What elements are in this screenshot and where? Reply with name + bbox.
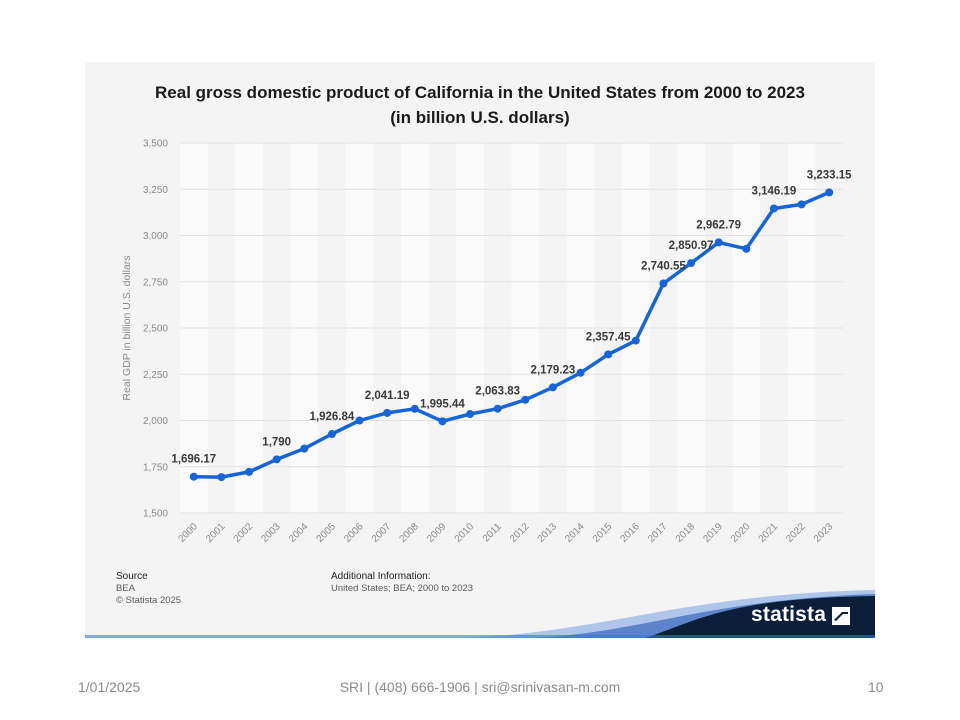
x-tick-label: 2006 — [342, 521, 366, 545]
data-point — [825, 188, 834, 197]
x-tick-label: 2013 — [536, 521, 560, 545]
line-chart: 1,500 1,750 2,000 2,250 2,500 2,750 3,000 3,250… — [121, 139, 852, 545]
y-tick-label: 3,250 — [143, 185, 168, 196]
data-point — [466, 410, 475, 419]
data-point — [521, 395, 530, 404]
y-tick-label: 2,000 — [143, 416, 168, 427]
data-point — [272, 455, 281, 464]
data-label: 1,995.44 — [420, 398, 465, 410]
data-point — [217, 473, 226, 482]
data-point — [742, 244, 751, 253]
x-tick-label: 2010 — [453, 521, 477, 545]
data-label: 2,740.55 — [641, 260, 686, 272]
x-tick-label: 2015 — [591, 521, 615, 545]
x-tick-label: 2022 — [784, 521, 808, 545]
y-tick-label: 2,750 — [143, 277, 168, 288]
data-label: 3,146.19 — [752, 185, 797, 197]
data-point — [189, 472, 198, 481]
data-point — [631, 336, 640, 345]
copyright-text: © Statista 2025 — [116, 595, 182, 606]
x-tick-label: 2004 — [287, 521, 311, 545]
x-tick-label: 2020 — [729, 521, 753, 545]
data-point — [245, 467, 254, 476]
y-tick-label: 2,250 — [143, 370, 168, 381]
footer-date: 1/01/2025 — [78, 679, 141, 695]
data-point — [410, 404, 419, 413]
data-label: 2,041.19 — [365, 390, 410, 402]
data-point — [383, 408, 392, 417]
x-tick-label: 2003 — [259, 521, 283, 545]
additional-info-text: United States; BEA; 2000 to 2023 — [331, 583, 474, 594]
x-tick-label: 2012 — [508, 521, 532, 545]
data-point — [576, 368, 585, 377]
x-tick-label: 2023 — [812, 521, 836, 545]
x-tick-label: 2002 — [232, 521, 256, 545]
statista-logo-icon — [832, 607, 850, 625]
data-label: 2,850.97 — [669, 240, 714, 252]
data-label: 2,179.23 — [531, 364, 576, 376]
x-tick-label: 2021 — [757, 521, 781, 545]
footer-page-number: 10 — [868, 679, 884, 695]
x-tick-label: 2001 — [204, 521, 228, 545]
data-label: 1,790 — [262, 436, 291, 448]
chart-title-line2: (in billion U.S. dollars) — [390, 108, 570, 127]
data-point — [659, 279, 668, 288]
chart-card: Real gross domestic product of Californi… — [85, 62, 875, 638]
x-tick-label: 2005 — [315, 521, 339, 545]
y-axis-label: Real GDP in billion U.S. dollars — [121, 255, 133, 400]
source-heading: Source — [116, 571, 148, 582]
data-point — [355, 416, 364, 425]
data-label: 1,926.84 — [310, 411, 355, 423]
chart-title: Real gross domestic product of Californi… — [85, 80, 875, 130]
data-point — [714, 238, 723, 247]
x-tick-label: 2017 — [646, 521, 670, 545]
source-name[interactable]: BEA — [116, 583, 136, 594]
x-tick-label: 2014 — [563, 521, 587, 545]
statista-logo[interactable]: statista — [751, 603, 827, 626]
data-label: 2,962.79 — [696, 219, 741, 231]
x-tick-label: 2018 — [674, 521, 698, 545]
x-tick-label: 2008 — [397, 521, 421, 545]
data-point — [687, 259, 696, 268]
x-tick-label: 2009 — [425, 521, 449, 545]
logo-band — [85, 590, 875, 638]
y-tick-label: 2,500 — [143, 324, 168, 335]
data-label: 3,233.15 — [807, 169, 852, 181]
data-point — [327, 430, 336, 439]
x-tick-label: 2019 — [701, 521, 725, 545]
y-tick-label: 3,500 — [143, 139, 168, 150]
data-label: 2,357.45 — [586, 331, 631, 343]
y-tick-label: 1,750 — [143, 462, 168, 473]
data-point — [797, 200, 806, 209]
data-point — [769, 204, 778, 213]
additional-info-block: Additional Information: United States; B… — [331, 571, 473, 595]
series-line — [193, 190, 830, 479]
source-block: Source BEA © Statista 2025 — [116, 571, 181, 607]
data-point — [548, 383, 557, 392]
data-point — [604, 350, 613, 359]
data-point — [300, 444, 309, 453]
chart-title-line1: Real gross domestic product of Californi… — [155, 83, 805, 102]
additional-info-heading: Additional Information: — [331, 571, 431, 582]
x-tick-label: 2011 — [481, 521, 504, 544]
x-tick-label: 2000 — [176, 521, 200, 545]
y-tick-label: 3,000 — [143, 231, 168, 242]
x-tick-label: 2007 — [370, 521, 394, 545]
data-point — [493, 404, 502, 413]
x-tick-label: 2016 — [618, 521, 642, 545]
data-label: 2,063.83 — [475, 386, 520, 398]
data-point — [438, 417, 447, 426]
footer-contact: SRI | (408) 666-1906 | sri@srinivasan-m.… — [339, 679, 621, 695]
y-tick-label: 1,500 — [143, 509, 168, 520]
data-label: 1,696.17 — [171, 454, 216, 466]
